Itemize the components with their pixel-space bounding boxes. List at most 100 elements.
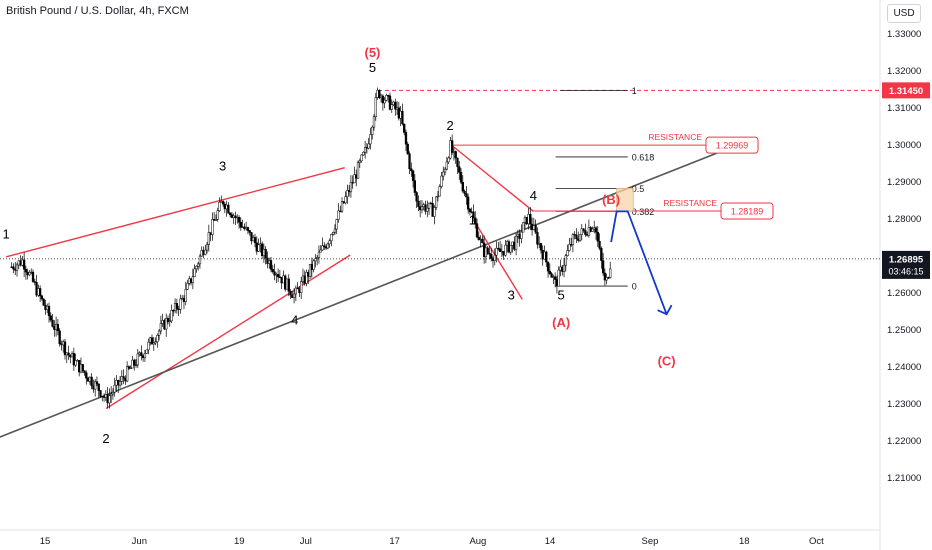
- candle-body: [300, 281, 303, 293]
- candle-body: [166, 318, 170, 323]
- candle-body: [374, 97, 377, 117]
- high-price-text: 1.31450: [889, 86, 923, 97]
- candle-body: [140, 352, 143, 356]
- candles: [10, 87, 612, 409]
- y-tick-label: 1.29000: [887, 177, 921, 188]
- y-tick-label: 1.28000: [887, 214, 921, 225]
- candle-body: [463, 190, 466, 194]
- candle-body: [179, 298, 182, 310]
- candle-body: [156, 335, 159, 343]
- fib-level-label: 1: [632, 86, 637, 96]
- candle-body: [495, 247, 498, 256]
- candle-body: [477, 236, 480, 240]
- wave-label: 5: [558, 287, 565, 302]
- candle-body: [438, 186, 441, 197]
- candle-body: [81, 364, 84, 371]
- candle-body: [332, 231, 335, 235]
- candle-body: [369, 134, 372, 145]
- candle-body: [481, 238, 484, 244]
- candle-body: [47, 305, 51, 317]
- candle-body: [108, 395, 111, 404]
- candle-body: [575, 234, 578, 240]
- candle-body: [110, 393, 113, 397]
- x-tick-label: Aug: [469, 536, 486, 547]
- candle-body: [63, 341, 67, 356]
- candle-body: [353, 174, 356, 184]
- candle-body: [545, 251, 548, 263]
- candle-body: [447, 157, 450, 163]
- candle-body: [340, 201, 344, 212]
- candle-body: [22, 259, 26, 270]
- candle-body: [596, 231, 599, 242]
- candle-body: [514, 235, 518, 250]
- candle-body: [433, 207, 436, 217]
- candle-body: [358, 160, 361, 163]
- candle-body: [493, 254, 496, 261]
- resistance-price-text: 1.29969: [716, 141, 749, 151]
- wave-label: (5): [365, 45, 381, 60]
- candle-body: [85, 372, 88, 379]
- candle-body: [442, 171, 445, 177]
- candle-body: [509, 245, 512, 253]
- y-tick-label: 1.22000: [887, 436, 921, 447]
- candle-body: [420, 206, 424, 211]
- candle-body: [287, 278, 290, 292]
- wave-label: 2: [102, 431, 109, 446]
- candle-body: [417, 200, 420, 207]
- candle-body: [56, 323, 60, 331]
- candle-body: [120, 376, 123, 382]
- x-tick-label: 18: [739, 536, 750, 547]
- candle-body: [326, 243, 329, 249]
- candle-body: [564, 255, 567, 266]
- projection-arrowhead: [657, 304, 673, 316]
- candle-body: [605, 277, 608, 281]
- candle-body: [568, 244, 571, 251]
- candle-body: [317, 251, 321, 258]
- candle-body: [390, 104, 393, 110]
- candle-body: [111, 392, 115, 395]
- candle-body: [600, 247, 603, 261]
- candle-body: [159, 323, 163, 332]
- candle-body: [539, 243, 543, 251]
- candle-body: [529, 214, 532, 225]
- wave-label: (B): [602, 192, 620, 207]
- candle-body: [557, 269, 560, 287]
- candle-body: [72, 353, 76, 366]
- candle-body: [218, 201, 221, 212]
- candle-body: [582, 228, 585, 231]
- candle-body: [394, 101, 397, 110]
- candle-body: [403, 123, 406, 133]
- candle-body: [598, 241, 601, 249]
- candle-body: [147, 341, 150, 351]
- candle-body: [609, 268, 612, 278]
- candle-body: [378, 90, 381, 98]
- candle-body: [186, 283, 189, 290]
- trendline-lower-channel: [105, 254, 351, 410]
- candle-body: [580, 228, 583, 235]
- candle-body: [435, 196, 438, 208]
- candle-body: [330, 234, 333, 242]
- y-tick-label: 1.33000: [887, 29, 921, 40]
- candle-body: [554, 276, 557, 280]
- candle-body: [253, 237, 257, 244]
- y-tick-label: 1.25000: [887, 325, 921, 336]
- candle-body: [24, 268, 28, 273]
- x-tick-label: Jun: [132, 536, 147, 547]
- candle-body: [534, 225, 537, 233]
- candle-body: [466, 196, 470, 210]
- candle-body: [157, 330, 161, 336]
- resistance-price-box: [720, 202, 774, 220]
- trendline-wave-a-lower: [471, 217, 523, 300]
- candle-body: [269, 260, 273, 270]
- candle-body: [436, 195, 440, 198]
- candle-body: [95, 381, 99, 385]
- resistance-label: RESISTANCE: [648, 132, 702, 142]
- fib-level-label: 0.5: [632, 184, 645, 194]
- wave-label: 5: [369, 60, 376, 75]
- candle-body: [154, 341, 157, 344]
- candle-body: [42, 298, 45, 306]
- currency-button[interactable]: USD: [887, 4, 921, 23]
- candle-body: [134, 364, 138, 367]
- candle-body: [228, 212, 232, 215]
